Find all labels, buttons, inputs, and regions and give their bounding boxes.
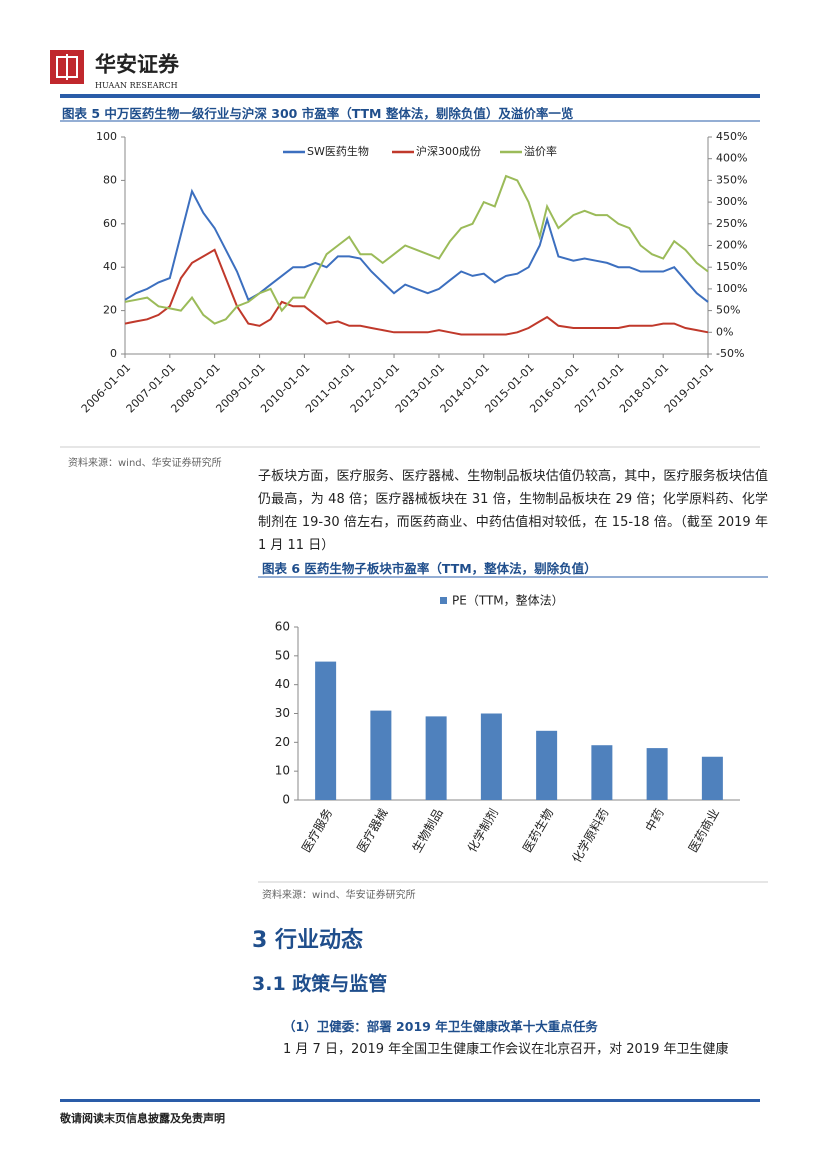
bar bbox=[646, 748, 668, 800]
y-tick-label: 20 bbox=[103, 304, 117, 317]
y2-tick-label: 150% bbox=[716, 260, 747, 273]
y-tick-label: 30 bbox=[275, 706, 290, 720]
y2-tick-label: -50% bbox=[716, 347, 744, 360]
y-tick-label: 20 bbox=[275, 735, 290, 749]
x-tick-label: 医疗服务 bbox=[298, 806, 335, 855]
brand: 华安证券 bbox=[95, 52, 180, 77]
paragraph: 1 月 7 日，2019 年全国卫生健康工作会议在北京召开，对 2019 年卫生… bbox=[283, 1042, 729, 1057]
x-tick-label: 化学制剂 bbox=[464, 806, 501, 855]
footer: 敬请阅读末页信息披露及免责声明 bbox=[60, 1112, 225, 1125]
y-tick-label: 80 bbox=[103, 173, 117, 186]
y-tick-label: 100 bbox=[96, 130, 117, 143]
y-tick-label: 40 bbox=[103, 260, 117, 273]
y2-tick-label: 350% bbox=[716, 173, 747, 186]
y2-tick-label: 50% bbox=[716, 304, 740, 317]
series-line bbox=[124, 174, 709, 325]
y2-tick-label: 250% bbox=[716, 217, 747, 230]
y-tick-label: 40 bbox=[275, 677, 290, 691]
x-tick-label: 化学原料药 bbox=[569, 806, 612, 865]
bar bbox=[315, 661, 337, 800]
paragraph: 子板块方面，医疗服务、医疗器械、生物制品板块估值仍较高，其中，医疗服务板块估值仍… bbox=[258, 469, 768, 553]
legend-label: SW医药生物 bbox=[307, 144, 369, 158]
y2-tick-label: 100% bbox=[716, 282, 747, 295]
footer-rule bbox=[60, 1099, 760, 1102]
legend-label: PE（TTM，整体法） bbox=[452, 593, 564, 608]
x-tick-label: 医药商业 bbox=[685, 806, 722, 855]
y-tick-label: 0 bbox=[282, 793, 290, 807]
x-tick-label: 医疗器械 bbox=[354, 806, 391, 855]
series-line bbox=[124, 248, 709, 336]
header-rule bbox=[60, 94, 760, 98]
y-tick-label: 0 bbox=[110, 347, 117, 360]
y2-tick-label: 400% bbox=[716, 152, 747, 165]
bar bbox=[370, 710, 392, 800]
chart-pe-premium: 0 20 40 60 80 100 -50% 0% 50% 100% 150% 200% 250% 300… bbox=[79, 130, 748, 415]
legend-label: 沪深300成份 bbox=[416, 144, 481, 158]
bar bbox=[591, 745, 613, 800]
figure-caption: 图表 6 医药生物子板块市盈率（TTM，整体法，剔除负值） bbox=[262, 561, 597, 576]
bar bbox=[425, 716, 447, 800]
subsection-heading: 3.1 政策与监管 bbox=[252, 973, 388, 995]
y2-tick-label: 300% bbox=[716, 195, 747, 208]
chart-sub-sector-pe: 0 10 20 30 40 50 60 PE（TTM，整体法） 医疗服务 医疗器械 生物制品 化学制剂… bbox=[275, 593, 740, 865]
legend-swatch bbox=[440, 597, 447, 604]
bar bbox=[701, 756, 723, 800]
item-heading: （1）卫健委：部署 2019 年卫生健康改革十大重点任务 bbox=[283, 1019, 598, 1034]
y-tick-label: 10 bbox=[275, 764, 290, 778]
series-line bbox=[124, 188, 709, 303]
y2-tick-label: 450% bbox=[716, 130, 747, 143]
y-tick-label: 60 bbox=[275, 620, 290, 634]
brand-en: HUAAN RESEARCH bbox=[95, 81, 178, 90]
y2-tick-label: 0% bbox=[716, 325, 733, 338]
section-heading: 3 行业动态 bbox=[252, 928, 363, 953]
bar bbox=[480, 713, 502, 800]
figure-source: 资料来源：wind、华安证券研究所 bbox=[68, 458, 222, 469]
x-tick-label: 中药 bbox=[642, 806, 667, 834]
figure-caption: 图表 5 中万医药生物一级行业与沪深 300 市盈率（TTM 整体法，剔除负值）… bbox=[62, 106, 574, 121]
x-tick-label: 医药生物 bbox=[520, 806, 556, 855]
figure-source: 资料来源：wind、华安证券研究所 bbox=[262, 890, 416, 901]
bar bbox=[536, 730, 558, 800]
y-tick-label: 50 bbox=[275, 648, 290, 662]
x-tick-label: 生物制品 bbox=[410, 806, 446, 855]
y2-tick-label: 200% bbox=[716, 239, 747, 252]
legend-label: 溢价率 bbox=[524, 144, 557, 158]
y-tick-label: 60 bbox=[103, 217, 117, 230]
